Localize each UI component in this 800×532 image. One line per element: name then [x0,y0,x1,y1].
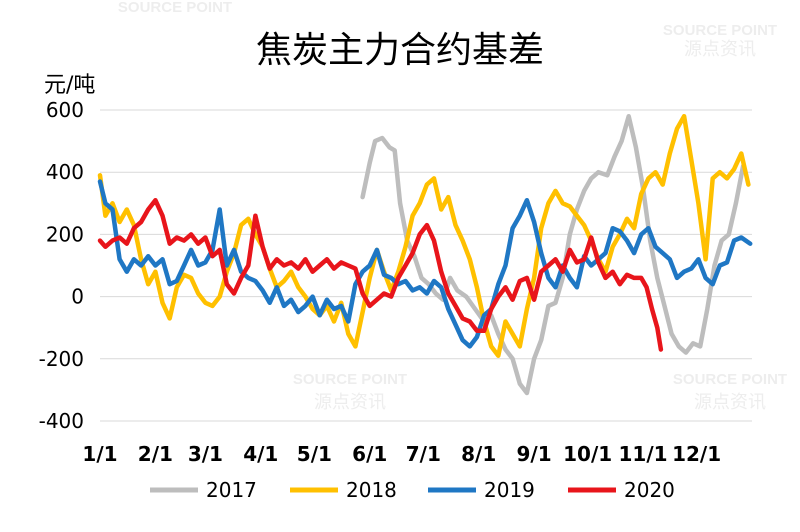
y-tick-label: 600 [46,98,84,122]
x-tick-label: 3/1 [188,442,223,466]
series-line-2017 [360,113,746,396]
y-tick-label: 400 [46,160,84,184]
x-tick-label: 6/1 [352,442,387,466]
series-line-2020 [97,197,664,352]
watermark-text-mid: SOURCE POINT [293,371,407,388]
x-tick-label: 5/1 [297,442,332,466]
x-tick-label: 2/1 [138,442,173,466]
watermark-text-right: SOURCE POINT [673,371,787,388]
legend-label-2017: 2017 [206,478,257,502]
x-tick-label: 8/1 [461,442,496,466]
legend: 2017 2018 2019 2020 [150,478,675,502]
x-tick-label: 7/1 [406,442,441,466]
watermark-text-top-right-cn: 源点资讯 [684,39,756,59]
watermark-text-top-right: SOURCE POINT [663,22,777,39]
y-tick-label: -400 [39,409,84,433]
legend-label-2019: 2019 [484,478,535,502]
watermark-text-mid-cn: 源点资讯 [314,392,386,412]
y-tick-label: 200 [46,222,84,246]
chart-title: 焦炭主力合约基差 [256,30,544,71]
x-axis-ticks: 1/1 2/1 3/1 4/1 5/1 6/1 7/1 8/1 9/1 10/1 11/1 12/1 [82,442,721,466]
x-tick-label: 10/1 [563,442,612,466]
watermark-text-right-cn: 源点资讯 [694,392,766,412]
x-tick-label: 1/1 [82,442,117,466]
x-tick-label: 12/1 [672,442,721,466]
y-tick-label: -200 [39,347,84,371]
y-axis-unit-label: 元/吨 [44,73,95,98]
series-line-2018 [97,113,751,358]
y-axis-ticks: 600 400 200 0 -200 -400 [39,98,84,433]
series-line-2019 [97,179,753,349]
x-tick-label: 9/1 [517,442,552,466]
legend-label-2018: 2018 [346,478,397,502]
x-tick-label: 11/1 [619,442,668,466]
watermark-text-top-left: SOURCE POINT [118,0,232,16]
x-tick-label: 4/1 [243,442,278,466]
series-lines [97,113,753,396]
watermark-group: SOURCE POINT SOURCE POINT 源点资讯 SOURCE PO… [118,0,787,412]
y-tick-label: 0 [71,285,84,309]
legend-label-2020: 2020 [624,478,675,502]
